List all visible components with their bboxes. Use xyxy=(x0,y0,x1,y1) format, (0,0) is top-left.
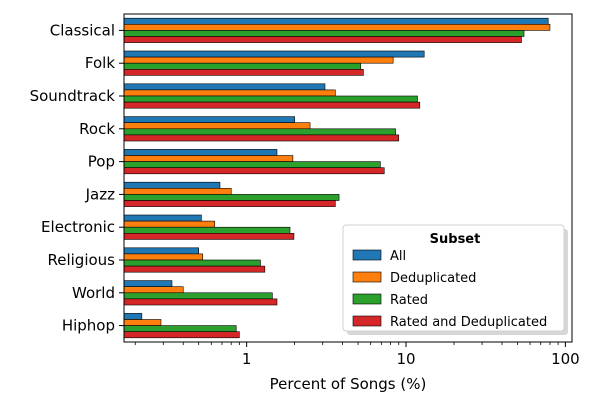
y-tick-label: Pop xyxy=(88,153,115,171)
bar-rock-all xyxy=(123,116,295,123)
bar-classical-rated-and-deduplicated xyxy=(123,36,522,43)
bar-soundtrack-all xyxy=(123,83,326,91)
bar-folk-all xyxy=(123,50,425,58)
bar-soundtrack-rated-and-deduplicated xyxy=(123,101,421,109)
bar-world-deduplicated xyxy=(123,286,184,294)
bar-hiphop-rated xyxy=(123,325,237,333)
bar-classical-rated xyxy=(123,30,525,37)
bar-hiphop-all xyxy=(123,313,143,320)
bar-rock-rated-and-deduplicated xyxy=(123,134,400,142)
y-tick-label: Hiphop xyxy=(62,317,115,335)
x-tick-label: 1 xyxy=(242,350,252,368)
y-tick-label: Soundtrack xyxy=(30,87,116,105)
y-tick-label: Electronic xyxy=(41,218,115,236)
plot-frame xyxy=(123,13,573,343)
x-tick-label: 10 xyxy=(396,350,415,368)
bar-jazz-rated xyxy=(123,194,340,201)
y-tick-label: Jazz xyxy=(85,185,115,203)
legend-swatch xyxy=(352,315,382,327)
legend-label: Deduplicated xyxy=(390,271,476,286)
bar-world-rated-and-deduplicated xyxy=(123,298,278,306)
bar-religious-rated xyxy=(123,259,261,267)
bars-group xyxy=(123,17,551,339)
bar-pop-rated-and-deduplicated xyxy=(123,167,385,175)
legend-swatch xyxy=(352,249,382,261)
bar-pop-deduplicated xyxy=(123,155,294,162)
bar-world-all xyxy=(123,280,173,288)
legend-box xyxy=(342,224,565,332)
legend-label: Rated xyxy=(390,293,428,308)
legend-label: All xyxy=(390,249,406,264)
bar-religious-rated-and-deduplicated xyxy=(123,265,266,273)
legend-items: All Deduplicated Rated Rated and Deduplicat… xyxy=(352,249,547,330)
x-axis-title: Percent of Songs (%) xyxy=(270,375,427,393)
bar-pop-rated xyxy=(123,161,381,169)
bar-religious-all xyxy=(123,247,199,255)
bar-soundtrack-rated xyxy=(123,95,418,103)
bar-world-rated xyxy=(123,292,273,300)
legend: Subset All Deduplicated Rated Rated and Ded… xyxy=(342,224,568,335)
bar-classical-all xyxy=(123,17,549,25)
bar-religious-deduplicated xyxy=(123,253,204,261)
bar-rock-deduplicated xyxy=(123,122,311,130)
y-tick-label: Rock xyxy=(79,120,115,138)
bar-folk-rated xyxy=(123,62,362,70)
bar-electronic-rated-and-deduplicated xyxy=(123,233,295,240)
bar-rock-rated xyxy=(123,128,396,136)
bar-electronic-all xyxy=(123,214,202,222)
bar-jazz-all xyxy=(123,181,221,189)
bar-jazz-rated-and-deduplicated xyxy=(123,200,336,207)
bar-classical-deduplicated xyxy=(123,23,551,31)
bar-folk-rated-and-deduplicated xyxy=(123,69,364,76)
bar-hiphop-deduplicated xyxy=(123,319,162,326)
y-tick-label: Religious xyxy=(48,251,116,269)
bar-jazz-deduplicated xyxy=(123,188,232,195)
legend-title: Subset xyxy=(430,232,481,247)
x-tick-label: 100 xyxy=(551,350,580,368)
bar-pop-all xyxy=(123,149,278,156)
bar-hiphop-rated-and-deduplicated xyxy=(123,331,240,339)
y-axis: Classical Folk Soundtrack Rock Pop Jazz Electr… xyxy=(30,21,124,335)
bar-electronic-rated xyxy=(123,226,291,234)
bar-folk-deduplicated xyxy=(123,56,394,64)
y-tick-label: World xyxy=(72,284,115,302)
legend-swatch xyxy=(352,271,382,283)
bar-electronic-deduplicated xyxy=(123,220,215,228)
legend-label: Rated and Deduplicated xyxy=(390,315,547,330)
x-axis: 1 10 100 xyxy=(134,342,580,368)
legend-swatch xyxy=(352,293,382,305)
y-tick-label: Folk xyxy=(85,54,115,72)
y-tick-label: Classical xyxy=(50,21,115,39)
bar-soundtrack-deduplicated xyxy=(123,89,336,97)
